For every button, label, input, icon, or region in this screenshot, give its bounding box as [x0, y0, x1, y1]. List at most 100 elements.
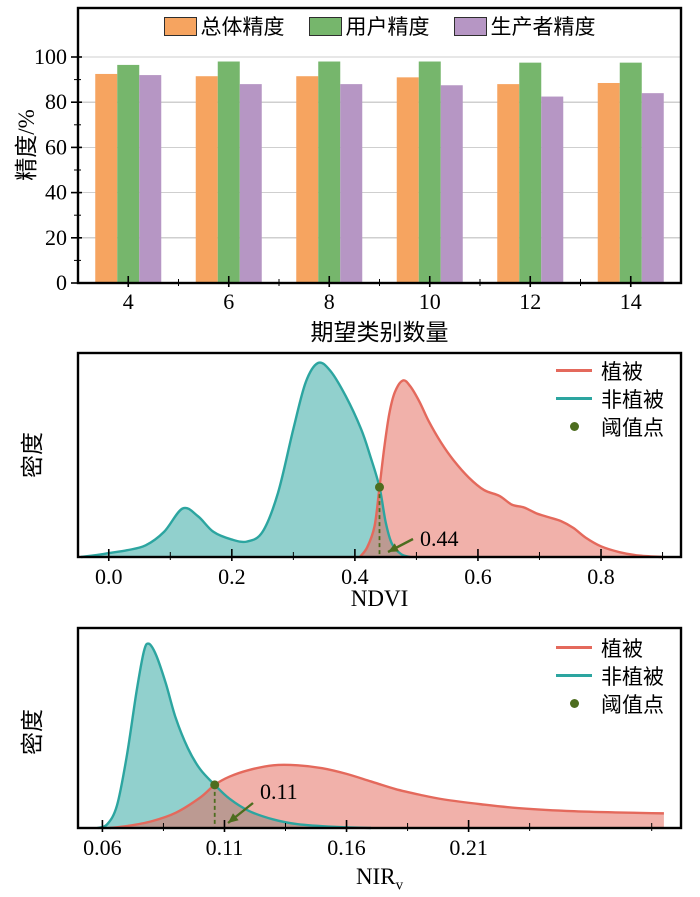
- annotation-arrowhead: [228, 813, 239, 823]
- vegetation-line-swatch: [556, 369, 592, 372]
- legend-label-threshold: 阈值点: [601, 692, 664, 717]
- x-tick-label: 0.21: [449, 835, 488, 860]
- accuracy-bar-chart: 4 6 8 10 12 14 0 20 40 60 80 100 总体精度 用户精度 生产者精度 精度…: [0, 0, 700, 345]
- threshold-dot-swatch: [556, 699, 592, 708]
- bar: [497, 84, 520, 284]
- y-tick-label: 60: [45, 134, 67, 159]
- legend-label-nonvegetation: 非植被: [601, 387, 664, 412]
- legend-label-threshold: 阈值点: [601, 415, 664, 440]
- x-tick-label: 14: [620, 289, 642, 314]
- y-tick-label: 20: [45, 225, 67, 250]
- plot-frame: [76, 351, 683, 559]
- y-tick-label: 0: [56, 270, 67, 295]
- legend-item-nonvegetation: 非植被: [556, 387, 664, 412]
- bar-series-1: [117, 61, 642, 284]
- nirv-y-axis-title: 密度: [20, 709, 45, 755]
- producer-accuracy-swatch: [453, 16, 487, 36]
- x-tick-label: 0.6: [464, 564, 492, 589]
- y-tick-label: 40: [45, 180, 67, 205]
- nirv-density-chart: 0.11 0.06 0.11 0.16 0.21 植被 非植被 阈值点 密度 NIRv: [0, 620, 700, 897]
- bar: [217, 61, 240, 283]
- legend-label-producer: 生产者精度: [490, 15, 596, 39]
- x-tick-label: 10: [419, 289, 441, 314]
- legend-item-nonvegetation: 非植被: [556, 664, 664, 689]
- bar: [95, 73, 118, 283]
- bar-plot-canvas: 4 6 8 10 12 14 0 20 40 60 80 100: [34, 6, 683, 314]
- user-accuracy-swatch: [308, 16, 342, 36]
- nirv-plot-canvas: 0.11 0.06 0.11 0.16 0.21: [76, 626, 683, 860]
- bar: [340, 84, 363, 284]
- threshold-annotation: 0.44: [420, 526, 459, 551]
- bar: [318, 61, 341, 283]
- nonvegetation-line-swatch: [556, 397, 592, 400]
- x-tick-label: 0.11: [206, 835, 244, 860]
- plot-frame: [76, 6, 683, 285]
- x-tick-label: 0.16: [327, 835, 366, 860]
- nirv-x-axis-title: NIRv: [355, 864, 404, 894]
- bar: [541, 96, 564, 283]
- legend-label-vegetation: 植被: [601, 636, 643, 661]
- bar: [641, 93, 664, 283]
- x-tick-label: 8: [324, 289, 335, 314]
- density-plot: 0.44 0.0 0.2 0.4 0.6 0.8: [76, 351, 683, 589]
- nirv-legend: 植被 非植被 阈值点: [556, 636, 664, 717]
- bar-plot: 4 6 8 10 12 14 0 20 40 60 80 100: [34, 6, 683, 314]
- legend-item-producer: 生产者精度: [453, 11, 596, 41]
- bar: [440, 85, 463, 283]
- bar-legend: 总体精度 用户精度 生产者精度: [78, 12, 681, 40]
- x-tick-label: 6: [223, 289, 234, 314]
- legend-label-overall: 总体精度: [200, 15, 285, 39]
- bar: [195, 76, 218, 284]
- legend-label-nonvegetation: 非植被: [601, 664, 664, 689]
- density-fill-vegetation: [359, 380, 663, 557]
- x-tick-label: 0.8: [587, 564, 615, 589]
- bar-series-0: [95, 73, 620, 284]
- density-fill-nonvegetation: [97, 643, 371, 828]
- density-fill-nonvegetation: [81, 362, 411, 557]
- bar: [239, 84, 262, 284]
- overall-accuracy-swatch: [163, 16, 197, 36]
- density-line-nonvegetation: [97, 642, 371, 830]
- density-line-vegetation: [109, 763, 664, 830]
- threshold-dot-swatch: [556, 422, 592, 431]
- x-tick-label: 0.0: [95, 564, 123, 589]
- threshold-point: [375, 482, 384, 492]
- bar: [597, 82, 620, 284]
- density-fill-vegetation: [109, 764, 664, 828]
- bar: [396, 77, 419, 283]
- legend-item-threshold: 阈值点: [556, 692, 664, 717]
- bar: [117, 64, 140, 283]
- ndvi-density-chart: 0.44 0.0 0.2 0.4 0.6 0.8 植被 非植被 阈值点 密度 NDVI: [0, 345, 700, 620]
- legend-label-user: 用户精度: [345, 15, 430, 39]
- bar: [418, 61, 441, 283]
- legend-item-user: 用户精度: [308, 11, 430, 41]
- bar: [519, 62, 542, 284]
- vegetation-line-swatch: [556, 646, 592, 649]
- ndvi-legend: 植被 非植被 阈值点: [556, 359, 664, 440]
- threshold-annotation: 0.11: [260, 779, 298, 804]
- bar: [296, 76, 319, 284]
- bar-x-axis-title: 期望类别数量: [310, 320, 449, 345]
- plot-frame: [76, 626, 683, 830]
- ndvi-x-axis-title: NDVI: [350, 586, 409, 611]
- ndvi-y-axis-title: 密度: [20, 432, 45, 478]
- x-tick-label: 0.4: [341, 564, 369, 589]
- x-tick-label: 0.06: [83, 835, 122, 860]
- legend-label-vegetation: 植被: [601, 359, 643, 384]
- bar: [619, 62, 642, 284]
- nonvegetation-line-swatch: [556, 674, 592, 677]
- threshold-point: [210, 780, 220, 790]
- ndvi-plot-canvas: 0.44 0.0 0.2 0.4 0.6 0.8: [76, 351, 683, 589]
- legend-item-overall: 总体精度: [163, 11, 285, 41]
- x-tick-label: 4: [123, 289, 134, 314]
- y-tick-label: 100: [34, 44, 67, 69]
- legend-item-vegetation: 植被: [556, 636, 664, 661]
- bar-y-axis-title: 精度/%: [14, 109, 39, 181]
- bar-series-2: [139, 75, 664, 284]
- density-line-vegetation: [358, 379, 663, 559]
- bar: [139, 75, 162, 283]
- x-tick-label: 12: [519, 289, 541, 314]
- annotation-arrowhead: [388, 543, 399, 552]
- y-tick-label: 80: [45, 89, 67, 114]
